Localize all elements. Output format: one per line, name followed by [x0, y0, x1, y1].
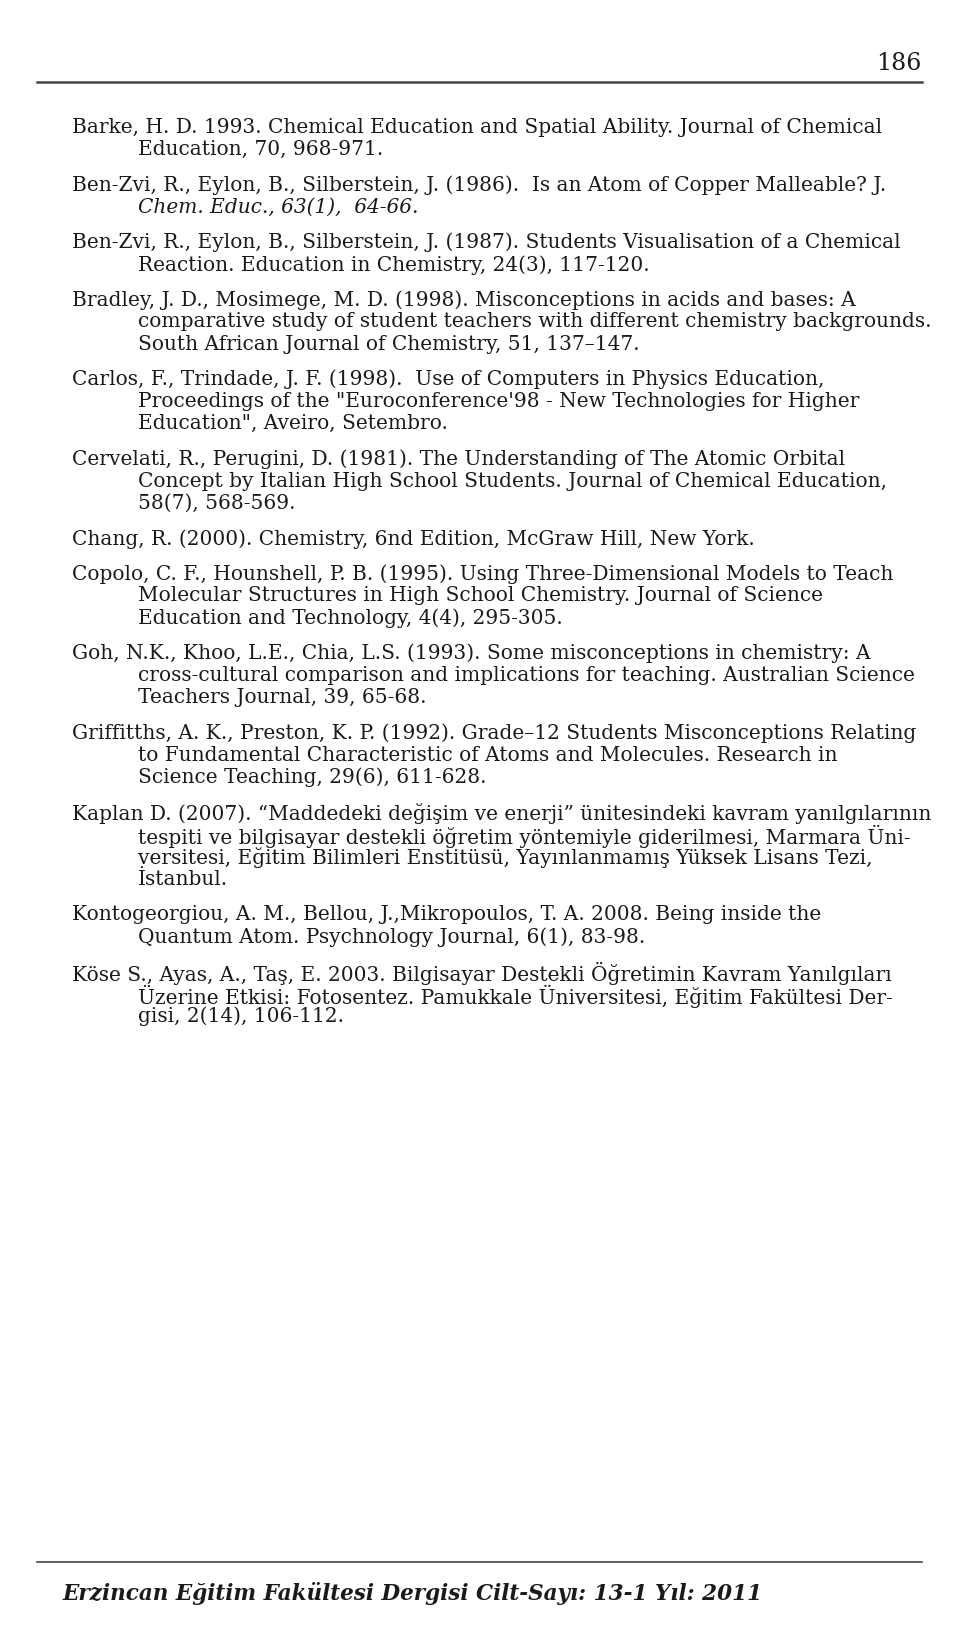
Text: Chang, R. (2000). Chemistry, 6nd Edition, McGraw Hill, New York.: Chang, R. (2000). Chemistry, 6nd Edition… — [72, 529, 755, 548]
Text: Cervelati, R., Perugini, D. (1981). The Understanding of The Atomic Orbital: Cervelati, R., Perugini, D. (1981). The … — [72, 450, 845, 470]
Text: Goh, N.K., Khoo, L.E., Chia, L.S. (1993). Some misconceptions in chemistry: A: Goh, N.K., Khoo, L.E., Chia, L.S. (1993)… — [72, 643, 871, 663]
Text: Ben-Zvi, R., Eylon, B., Silberstein, J. (1987). Students Visualisation of a Chem: Ben-Zvi, R., Eylon, B., Silberstein, J. … — [72, 232, 900, 252]
Text: South African Journal of Chemistry, 51, 137–147.: South African Journal of Chemistry, 51, … — [138, 334, 639, 354]
Text: Üzerine Etkisi: Fotosentez. Pamukkale Üniversitesi, Eğitim Fakültesi Der-: Üzerine Etkisi: Fotosentez. Pamukkale Ün… — [138, 984, 893, 1007]
Text: Bradley, J. D., Mosimege, M. D. (1998). Misconceptions in acids and bases: A: Bradley, J. D., Mosimege, M. D. (1998). … — [72, 290, 855, 309]
Text: Griffitths, A. K., Preston, K. P. (1992). Grade–12 Students Misconceptions Relat: Griffitths, A. K., Preston, K. P. (1992)… — [72, 724, 916, 743]
Text: versitesi, Eğitim Bilimleri Enstitüsü, Yayınlanmamış Yüksek Lisans Tezi,: versitesi, Eğitim Bilimleri Enstitüsü, Y… — [138, 848, 873, 868]
Text: comparative study of student teachers with different chemistry backgrounds.: comparative study of student teachers wi… — [138, 313, 931, 331]
Text: İstanbul.: İstanbul. — [138, 869, 228, 889]
Text: Education and Technology, 4(4), 295-305.: Education and Technology, 4(4), 295-305. — [138, 609, 563, 629]
Text: to Fundamental Characteristic of Atoms and Molecules. Research in: to Fundamental Characteristic of Atoms a… — [138, 745, 837, 764]
Text: Molecular Structures in High School Chemistry. Journal of Science: Molecular Structures in High School Chem… — [138, 586, 823, 606]
Text: Science Teaching, 29(6), 611-628.: Science Teaching, 29(6), 611-628. — [138, 768, 487, 787]
Text: 186: 186 — [876, 52, 922, 75]
Text: Kaplan D. (2007). “Maddedeki değişim ve enerji” ünitesindeki kavram yanılgıların: Kaplan D. (2007). “Maddedeki değişim ve … — [72, 804, 931, 823]
Text: Carlos, F., Trindade, J. F. (1998).  Use of Computers in Physics Education,: Carlos, F., Trindade, J. F. (1998). Use … — [72, 370, 825, 390]
Text: Reaction. Education in Chemistry, 24(3), 117-120.: Reaction. Education in Chemistry, 24(3),… — [138, 255, 650, 275]
Text: gisi, 2(14), 106-112.: gisi, 2(14), 106-112. — [138, 1007, 344, 1026]
Text: Kontogeorgiou, A. M., Bellou, J.,Mikropoulos, T. A. 2008. Being inside the: Kontogeorgiou, A. M., Bellou, J.,Mikropo… — [72, 905, 821, 923]
Text: Copolo, C. F., Hounshell, P. B. (1995). Using Three-Dimensional Models to Teach: Copolo, C. F., Hounshell, P. B. (1995). … — [72, 565, 894, 584]
Text: Proceedings of the "Euroconference'98 - New Technologies for Higher: Proceedings of the "Euroconference'98 - … — [138, 391, 859, 411]
Text: Erzincan Eğitim Fakültesi Dergisi Cilt-Sayı: 13-1 Yıl: 2011: Erzincan Eğitim Fakültesi Dergisi Cilt-S… — [62, 1581, 762, 1604]
Text: Barke, H. D. 1993. Chemical Education and Spatial Ability. Journal of Chemical: Barke, H. D. 1993. Chemical Education an… — [72, 118, 882, 138]
Text: 58(7), 568-569.: 58(7), 568-569. — [138, 494, 296, 512]
Text: Quantum Atom. Psychnology Journal, 6(1), 83-98.: Quantum Atom. Psychnology Journal, 6(1),… — [138, 927, 645, 946]
Text: Ben-Zvi, R., Eylon, B., Silberstein, J. (1986).  Is an Atom of Copper Malleable?: Ben-Zvi, R., Eylon, B., Silberstein, J. … — [72, 175, 886, 195]
Text: Education, 70, 968-971.: Education, 70, 968-971. — [138, 141, 383, 159]
Text: Education", Aveiro, Setembro.: Education", Aveiro, Setembro. — [138, 414, 448, 434]
Text: cross-cultural comparison and implications for teaching. Australian Science: cross-cultural comparison and implicatio… — [138, 666, 915, 684]
Text: Concept by Italian High School Students. Journal of Chemical Education,: Concept by Italian High School Students.… — [138, 471, 887, 491]
Text: Chem. Educ., 63(1),  64-66.: Chem. Educ., 63(1), 64-66. — [138, 198, 419, 216]
Text: tespiti ve bilgisayar destekli öğretim yöntemiyle giderilmesi, Marmara Üni-: tespiti ve bilgisayar destekli öğretim y… — [138, 825, 911, 848]
Text: Köse S., Ayas, A., Taş, E. 2003. Bilgisayar Destekli Öğretimin Kavram Yanılgılar: Köse S., Ayas, A., Taş, E. 2003. Bilgisa… — [72, 963, 892, 985]
Text: Teachers Journal, 39, 65-68.: Teachers Journal, 39, 65-68. — [138, 688, 426, 707]
